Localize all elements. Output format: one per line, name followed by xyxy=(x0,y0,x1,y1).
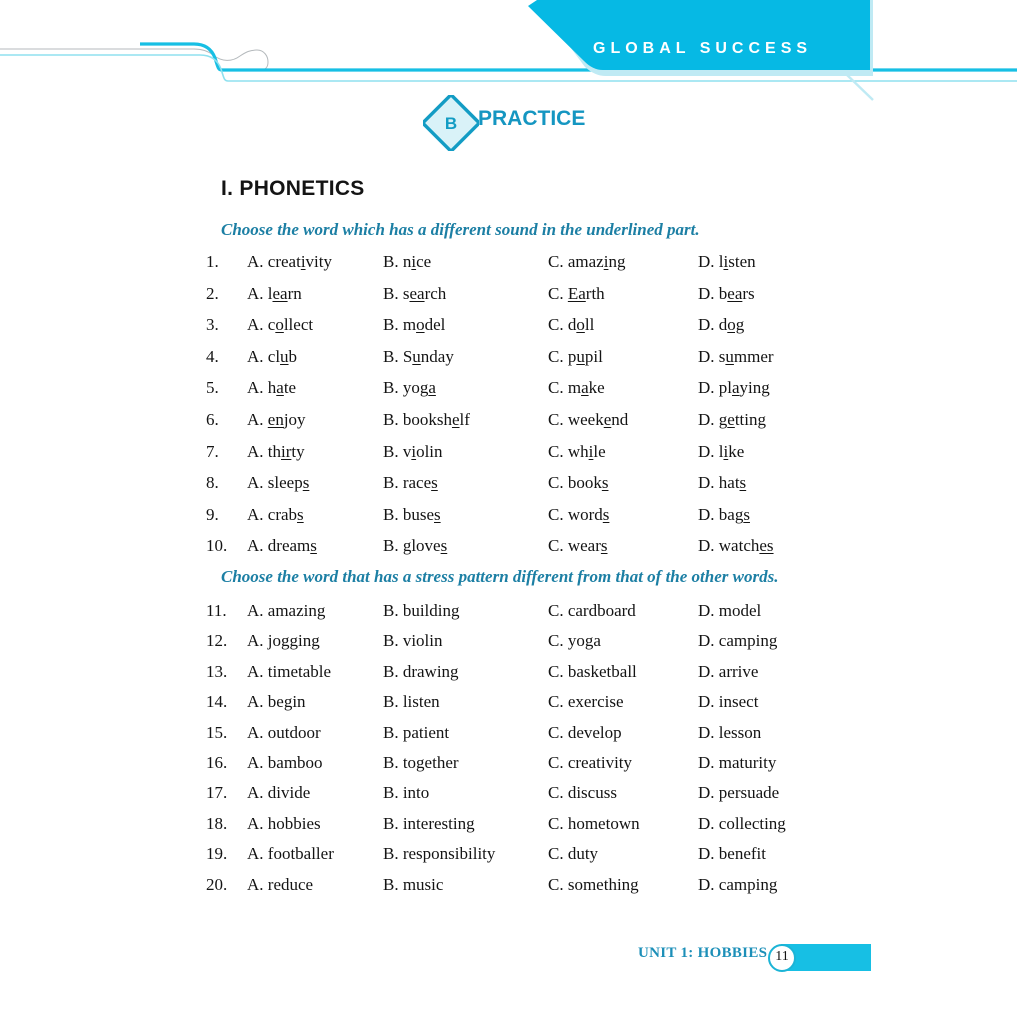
svg-text:B: B xyxy=(445,114,457,133)
